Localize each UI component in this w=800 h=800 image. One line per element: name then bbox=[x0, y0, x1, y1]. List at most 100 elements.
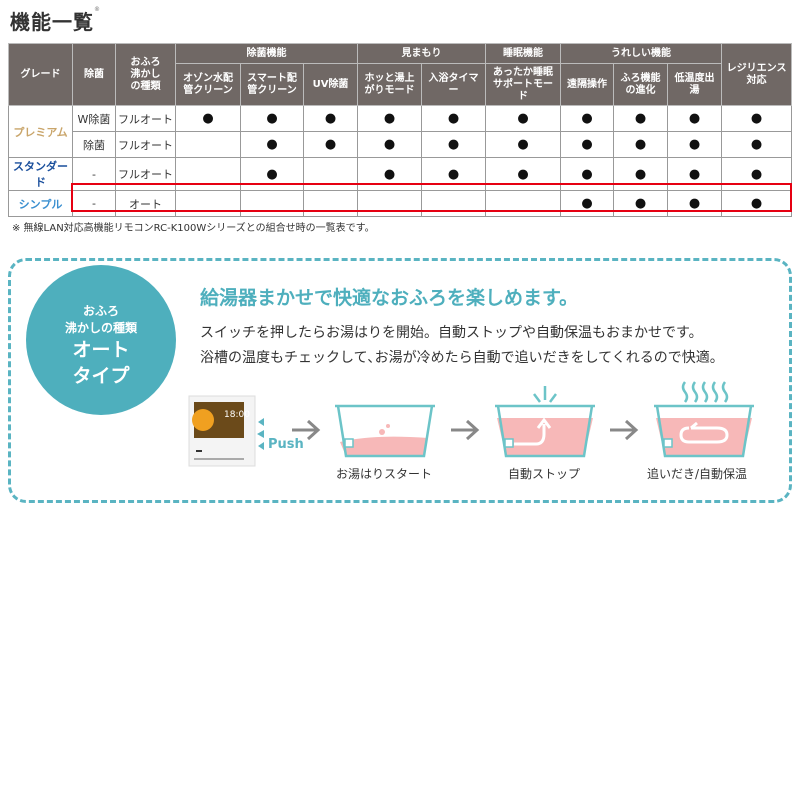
feature-cell: ● bbox=[721, 190, 793, 217]
jokin-cell: W除菌 bbox=[72, 105, 116, 132]
available-dot-icon: ● bbox=[634, 196, 647, 211]
available-dot-icon: ● bbox=[634, 137, 647, 152]
feature-cell: ● bbox=[613, 157, 669, 191]
available-dot-icon: ● bbox=[581, 196, 593, 211]
jokin-cell: - bbox=[72, 157, 116, 191]
feature-cell: ● bbox=[421, 105, 487, 132]
jokin-cell: - bbox=[72, 190, 116, 217]
feature-cell: ● bbox=[485, 105, 562, 132]
feature-cell: ● bbox=[175, 105, 241, 132]
remote-time: 18:00 bbox=[224, 410, 250, 420]
header-group: 除菌機能 bbox=[174, 43, 359, 64]
available-dot-icon: ● bbox=[750, 111, 763, 126]
available-dot-icon: ● bbox=[750, 196, 763, 211]
available-dot-icon: ● bbox=[581, 166, 593, 182]
push-label: Push bbox=[268, 437, 304, 452]
push-arrows-icon bbox=[257, 418, 264, 450]
header-grade: グレード bbox=[8, 43, 73, 106]
feature-cell bbox=[485, 190, 562, 217]
available-dot-icon: ● bbox=[688, 196, 701, 211]
feature-cell: ● bbox=[667, 105, 723, 132]
header-feature: 低温度出湯 bbox=[667, 63, 723, 106]
header-feature: ふろ機能の進化 bbox=[613, 63, 669, 106]
feature-cell: ● bbox=[560, 157, 615, 191]
available-dot-icon: ● bbox=[447, 111, 460, 126]
header-feature: スマート配管クリーン bbox=[240, 63, 304, 106]
table-note: ※ 無線LAN対応高機能リモコンRC-K100Wシリーズとの組合せ時の一覧表です… bbox=[12, 223, 375, 234]
header-resilience: レジリエンス対応 bbox=[721, 43, 793, 106]
feature-cell: ● bbox=[240, 131, 304, 158]
feature-cell: ● bbox=[667, 131, 723, 158]
panel-headline: 給湯器まかせで快適なおふろを楽しめます。 bbox=[200, 287, 579, 309]
header-feature: オゾン水配管クリーン bbox=[175, 63, 241, 106]
feature-cell bbox=[175, 190, 241, 217]
feature-cell: ● bbox=[302, 105, 359, 132]
feature-cell: ● bbox=[721, 105, 793, 132]
available-dot-icon: ● bbox=[324, 111, 337, 126]
feature-cell bbox=[302, 190, 359, 217]
step-label: お湯はりスタート bbox=[336, 467, 433, 481]
arrow-right-icon bbox=[292, 419, 321, 441]
info-panel bbox=[8, 258, 792, 503]
type-badge: おふろ 沸かしの種類 オート タイプ bbox=[26, 265, 176, 415]
table-row: 除菌 フルオート ● ● ● ● ● ● ● ● ● bbox=[9, 131, 793, 158]
grade-cell: プレミアム bbox=[8, 105, 73, 158]
available-dot-icon: ● bbox=[202, 111, 214, 126]
table-row: プレミアム W除菌 フルオート ● ● ● ● ● ● ● ● ● ● bbox=[8, 105, 793, 158]
available-dot-icon: ● bbox=[383, 111, 396, 126]
arrow-right-icon bbox=[451, 419, 480, 441]
available-dot-icon: ● bbox=[447, 166, 460, 182]
feature-cell: ● bbox=[485, 131, 562, 158]
available-dot-icon: ● bbox=[688, 166, 701, 182]
available-dot-icon: ● bbox=[517, 111, 529, 126]
feature-cell bbox=[175, 157, 241, 191]
jokin-cell: 除菌 bbox=[72, 131, 116, 158]
feature-cell: ● bbox=[485, 157, 562, 191]
feature-cell bbox=[240, 190, 304, 217]
available-dot-icon: ● bbox=[383, 166, 396, 182]
feature-table: グレード 除菌 おふろ沸かしの種類 除菌機能 見まもり 睡眠機能 うれしい機能 レジリエ… bbox=[8, 43, 793, 217]
header-feature: 入浴タイマー bbox=[421, 63, 487, 106]
type-cell: フルオート bbox=[115, 157, 176, 191]
available-dot-icon: ● bbox=[324, 137, 337, 152]
available-dot-icon: ● bbox=[266, 166, 278, 182]
available-dot-icon: ● bbox=[517, 137, 529, 152]
step-label: 追いだき/自動保温 bbox=[647, 467, 748, 481]
header-type: おふろ沸かしの種類 bbox=[115, 43, 176, 106]
type-cell: フルオート bbox=[115, 131, 176, 158]
available-dot-icon: ● bbox=[581, 111, 593, 126]
feature-cell: ● bbox=[357, 105, 423, 132]
available-dot-icon: ● bbox=[517, 166, 529, 182]
available-dot-icon: ● bbox=[750, 166, 763, 182]
feature-cell: ● bbox=[560, 131, 615, 158]
feature-cell bbox=[357, 190, 423, 217]
available-dot-icon: ● bbox=[447, 137, 460, 152]
panel-body-2: 浴槽の温度もチェックして､お湯が冷めたら自動で追いだきをしてくれるので快適。 bbox=[200, 350, 724, 366]
feature-cell: ● bbox=[421, 131, 487, 158]
feature-cell: ● bbox=[240, 105, 304, 132]
available-dot-icon: ● bbox=[688, 137, 701, 152]
table-row: スタンダード - フルオート ● ● ● ● ● ● ● ● bbox=[8, 157, 793, 191]
feature-cell: ● bbox=[421, 157, 487, 191]
feature-cell bbox=[175, 131, 241, 158]
type-cell: フルオート bbox=[115, 105, 176, 132]
header-feature: ホッと湯上がりモード bbox=[357, 63, 423, 106]
table-row: シンプル - オート ● ● ● ● bbox=[8, 190, 793, 217]
bathtub-reheat-icon bbox=[654, 381, 754, 458]
header-feature: あったか睡眠サポートモード bbox=[485, 63, 562, 106]
available-dot-icon: ● bbox=[383, 137, 396, 152]
type-cell: オート bbox=[115, 190, 176, 217]
bathtub-filling-icon bbox=[335, 404, 435, 458]
feature-cell: ● bbox=[357, 157, 423, 191]
header-group: うれしい機能 bbox=[560, 43, 723, 64]
available-dot-icon: ● bbox=[266, 137, 278, 152]
step-label: 自動ストップ bbox=[508, 467, 581, 481]
feature-cell: ● bbox=[613, 190, 669, 217]
page-title: 機能一覧® bbox=[10, 6, 101, 34]
feature-cell: ● bbox=[721, 157, 793, 191]
grade-cell: シンプル bbox=[8, 190, 73, 217]
available-dot-icon: ● bbox=[634, 111, 647, 126]
feature-cell: ● bbox=[613, 105, 669, 132]
grade-cell: スタンダード bbox=[8, 157, 73, 191]
available-dot-icon: ● bbox=[750, 137, 763, 152]
